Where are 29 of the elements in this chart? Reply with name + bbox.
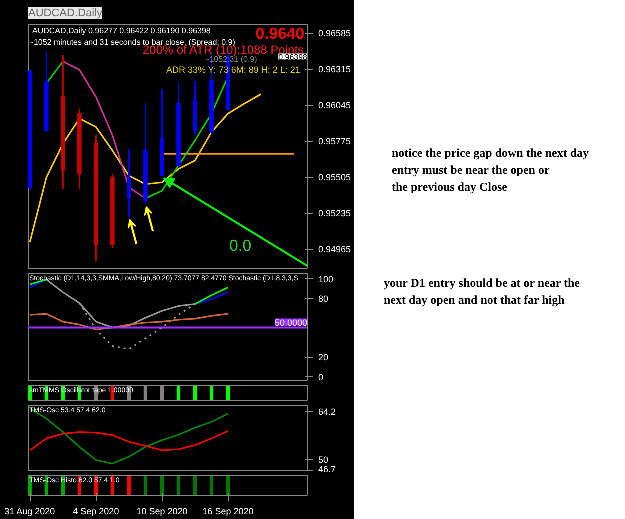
chart-subtitle: AUDCAD,Daily 0.96277 0.96422 0.96190 0.96398 [32,26,212,36]
x-tick-label: 4 Sep 2020 [73,506,120,516]
text: notice the price gap down the next day entry must be near the open or the previous day Close [392,145,590,196]
annotation: 0.0 [229,238,252,256]
y-tick-label: 100 [318,274,334,284]
text: your D1 entry should be at or near the next day open and not that far high [384,275,582,310]
y-tick-label: 0.95235 [318,208,352,219]
line-series [29,408,230,465]
line-series [29,313,230,331]
y-tick-label: 0 [318,372,324,382]
x-tick-label: 31 Aug 2020 [4,506,56,516]
x-tick-label: 16 Sep 2020 [202,506,254,516]
y-tick-label: 50 [318,454,329,465]
y-tick-label: 64.2 [318,406,336,417]
y-tick-label: 0.95775 [318,136,352,147]
candlestick [127,148,132,218]
annotation: 0.9640 [256,26,305,43]
y-tick-label: 20 [318,352,329,363]
y-tick-label: 0.95505 [318,172,352,183]
y-tick-label: 0.96315 [318,64,352,75]
y-tick-label: 0.96045 [318,100,352,111]
y-tick-label: 0.94965 [318,244,352,255]
chart-title: AUDCAD.Daily [28,8,103,20]
y-tick-label: 80 [318,294,329,304]
x-tick-label: 10 Sep 2020 [136,506,188,516]
ref-line-label: 50.0000 [274,318,308,328]
line-series [29,430,230,452]
y-tick-label: 0.96585 [318,28,352,39]
annotation: 0.96398 [278,52,308,62]
